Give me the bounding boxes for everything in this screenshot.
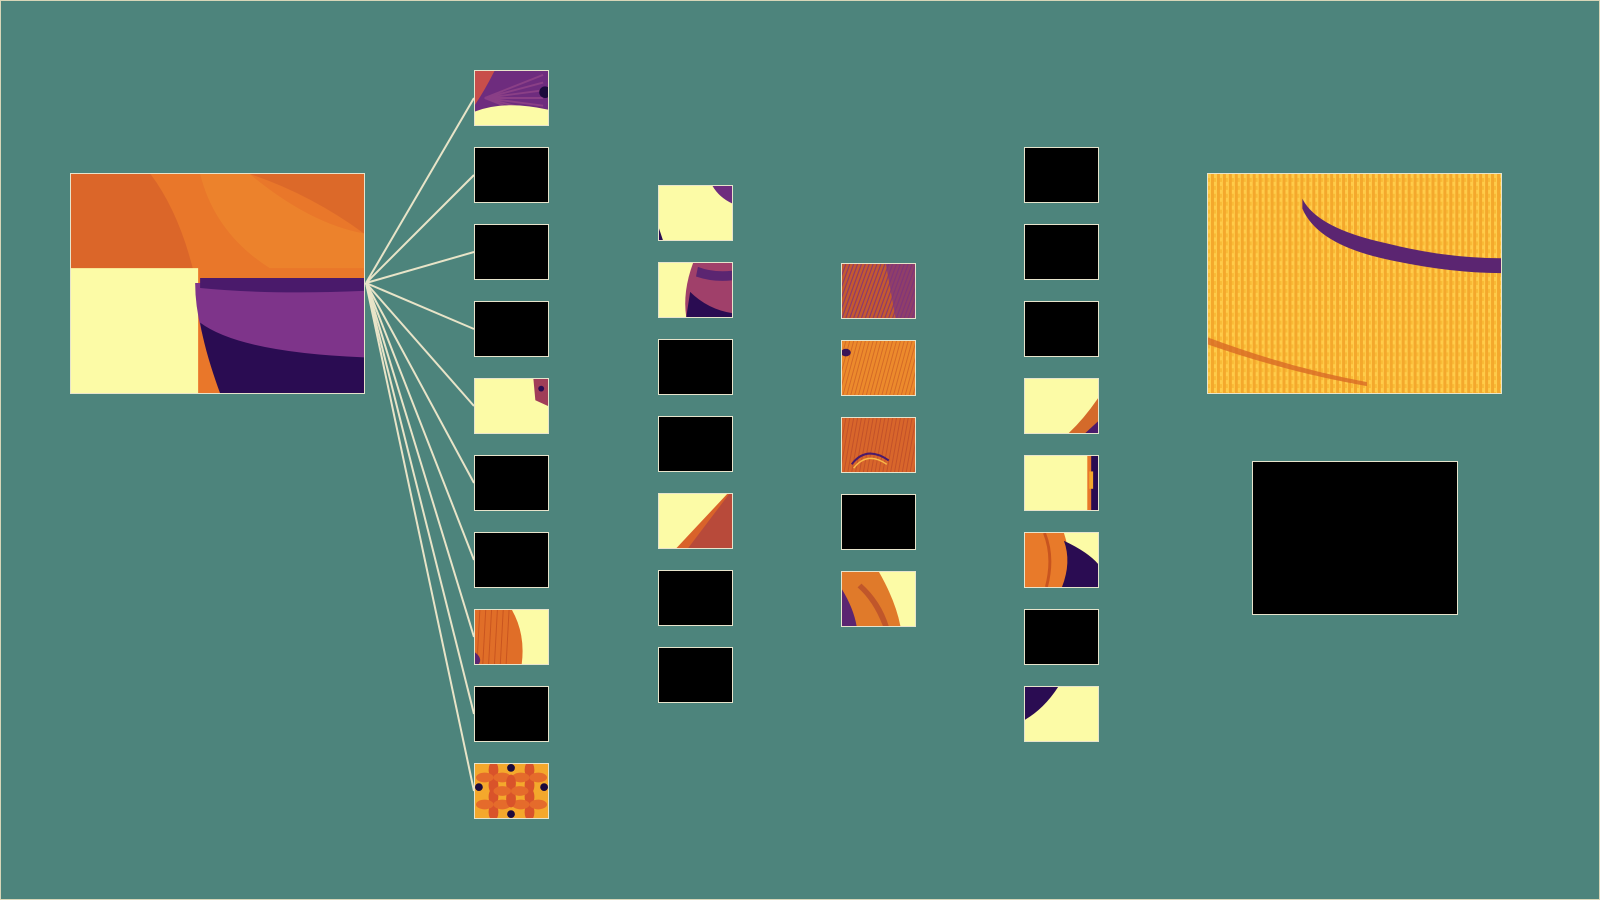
layer-4-tile-2 <box>1024 224 1099 280</box>
layer-4-tile-5-graphic <box>1025 456 1098 510</box>
connector-line-5 <box>365 282 475 407</box>
output-image-graphic <box>1208 174 1501 393</box>
layer-4-tile-4 <box>1024 378 1099 434</box>
layer-2-tile-3-graphic <box>659 340 732 394</box>
layer-1-tile-9 <box>474 686 549 742</box>
layer-1-tile-10-graphic <box>475 764 548 818</box>
layer-1-tile-6 <box>474 455 549 511</box>
layer-3-tile-4-graphic <box>842 495 915 549</box>
connector-line-3 <box>365 251 475 284</box>
layer-4-tile-4-graphic <box>1025 379 1098 433</box>
layer-1-tile-3 <box>474 224 549 280</box>
layer-1-tile-1 <box>474 70 549 126</box>
layer-1-tile-2-graphic <box>475 148 548 202</box>
connector-line-4 <box>365 282 475 330</box>
layer-1-tile-2 <box>474 147 549 203</box>
layer-3-tile-1-graphic <box>842 264 915 318</box>
layer-3-tile-1 <box>841 263 916 319</box>
layer-4-tile-6-graphic <box>1025 533 1098 587</box>
layer-1-tile-4 <box>474 301 549 357</box>
layer-2-tile-6-graphic <box>659 571 732 625</box>
connector-line-1 <box>365 97 475 284</box>
layer-2-tile-4-graphic <box>659 417 732 471</box>
layer-4-tile-2-graphic <box>1025 225 1098 279</box>
layer-4-tile-6 <box>1024 532 1099 588</box>
layer-2-tile-5-graphic <box>659 494 732 548</box>
layer-1-tile-7 <box>474 532 549 588</box>
layer-4-tile-8 <box>1024 686 1099 742</box>
layer-3-tile-3 <box>841 417 916 473</box>
layer-1-tile-7-graphic <box>475 533 548 587</box>
connector-line-2 <box>365 174 475 284</box>
layer-4-tile-3 <box>1024 301 1099 357</box>
layer-3-tile-4 <box>841 494 916 550</box>
connector-line-9 <box>365 282 475 715</box>
connector-line-7 <box>365 282 475 561</box>
layer-3-tile-2 <box>841 340 916 396</box>
layer-2-tile-4 <box>658 416 733 472</box>
layer-1-tile-5 <box>474 378 549 434</box>
output-image <box>1207 173 1502 394</box>
layer-1-tile-1-graphic <box>475 71 548 125</box>
layer-1-tile-5-graphic <box>475 379 548 433</box>
layer-1-tile-8-graphic <box>475 610 548 664</box>
layer-2-tile-6 <box>658 570 733 626</box>
layer-3-tile-5-graphic <box>842 572 915 626</box>
layer-2-tile-2-graphic <box>659 263 732 317</box>
input-image <box>70 173 365 394</box>
layer-4-tile-5 <box>1024 455 1099 511</box>
layer-2-tile-2 <box>658 262 733 318</box>
layer-1-tile-9-graphic <box>475 687 548 741</box>
layer-2-tile-3 <box>658 339 733 395</box>
layer-3-tile-5 <box>841 571 916 627</box>
layer-3-tile-2-graphic <box>842 341 915 395</box>
layer-4-tile-8-graphic <box>1025 687 1098 741</box>
layer-2-tile-5 <box>658 493 733 549</box>
input-image-graphic <box>71 174 364 393</box>
layer-2-tile-7 <box>658 647 733 703</box>
layer-1-tile-6-graphic <box>475 456 548 510</box>
layer-2-tile-1 <box>658 185 733 241</box>
connector-line-6 <box>365 282 475 484</box>
layer-4-tile-1 <box>1024 147 1099 203</box>
output-feature-map <box>1252 461 1458 615</box>
layer-4-tile-3-graphic <box>1025 302 1098 356</box>
layer-1-tile-8 <box>474 609 549 665</box>
connector-line-8 <box>365 282 475 638</box>
layer-3-tile-3-graphic <box>842 418 915 472</box>
layer-4-tile-1-graphic <box>1025 148 1098 202</box>
layer-2-tile-7-graphic <box>659 648 732 702</box>
layer-1-tile-3-graphic <box>475 225 548 279</box>
layer-1-tile-10 <box>474 763 549 819</box>
layer-4-tile-7 <box>1024 609 1099 665</box>
layer-2-tile-1-graphic <box>659 186 732 240</box>
layer-1-tile-4-graphic <box>475 302 548 356</box>
connector-line-10 <box>365 282 475 792</box>
layer-4-tile-7-graphic <box>1025 610 1098 664</box>
